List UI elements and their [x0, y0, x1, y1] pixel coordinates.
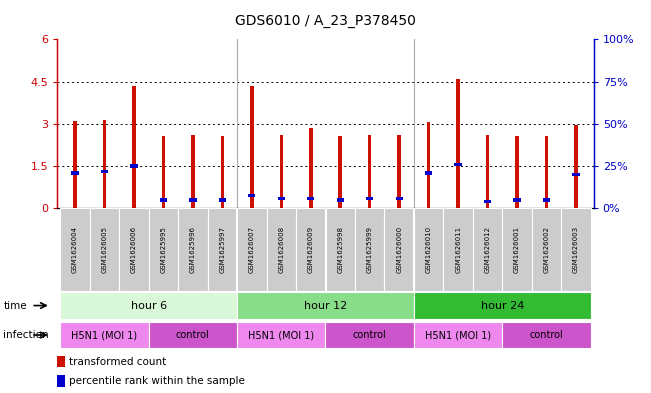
Bar: [514, 198, 521, 202]
Bar: [532, 208, 561, 291]
Bar: [368, 135, 372, 208]
Bar: [73, 121, 77, 208]
Bar: [545, 136, 548, 208]
Text: GSM1626006: GSM1626006: [131, 226, 137, 273]
Bar: [191, 135, 195, 208]
Bar: [572, 173, 579, 176]
Bar: [61, 292, 237, 319]
Bar: [414, 292, 590, 319]
Bar: [337, 198, 344, 202]
Text: control: control: [176, 330, 210, 340]
Text: GSM1626007: GSM1626007: [249, 226, 255, 273]
Text: transformed count: transformed count: [68, 356, 166, 367]
Bar: [103, 119, 106, 208]
Bar: [414, 208, 443, 291]
Text: GSM1625999: GSM1625999: [367, 226, 373, 273]
Text: GSM1625998: GSM1625998: [337, 226, 343, 273]
Bar: [61, 208, 90, 291]
Bar: [250, 86, 254, 208]
Bar: [61, 322, 148, 348]
Bar: [456, 79, 460, 208]
Bar: [178, 208, 208, 291]
Text: H5N1 (MOI 1): H5N1 (MOI 1): [72, 330, 137, 340]
Bar: [396, 197, 403, 200]
Text: infection: infection: [3, 330, 49, 340]
Text: GSM1625995: GSM1625995: [160, 226, 167, 273]
Bar: [148, 322, 237, 348]
Bar: [57, 356, 65, 367]
Bar: [159, 198, 167, 202]
Bar: [266, 208, 296, 291]
Text: GSM1626011: GSM1626011: [455, 226, 461, 273]
Text: GSM1626003: GSM1626003: [573, 226, 579, 273]
Bar: [366, 197, 374, 200]
Bar: [414, 322, 503, 348]
Bar: [309, 128, 312, 208]
Bar: [307, 197, 314, 200]
Bar: [237, 292, 414, 319]
Bar: [543, 198, 550, 202]
Text: GSM1626010: GSM1626010: [426, 226, 432, 273]
Bar: [326, 322, 414, 348]
Bar: [443, 208, 473, 291]
Bar: [397, 135, 401, 208]
Bar: [130, 164, 137, 168]
Bar: [574, 125, 578, 208]
Text: GSM1625996: GSM1625996: [190, 226, 196, 273]
Text: hour 12: hour 12: [304, 301, 347, 310]
Text: GSM1625997: GSM1625997: [219, 226, 225, 273]
Bar: [355, 208, 385, 291]
Text: hour 6: hour 6: [131, 301, 167, 310]
Bar: [425, 171, 432, 175]
Bar: [427, 122, 430, 208]
Text: control: control: [530, 330, 563, 340]
Bar: [296, 208, 326, 291]
Text: GSM1626005: GSM1626005: [102, 226, 107, 273]
Bar: [454, 163, 462, 166]
Bar: [148, 208, 178, 291]
Text: control: control: [353, 330, 387, 340]
Bar: [473, 208, 503, 291]
Bar: [237, 208, 266, 291]
Bar: [161, 136, 165, 208]
Bar: [503, 208, 532, 291]
Bar: [101, 170, 108, 173]
Bar: [339, 136, 342, 208]
Bar: [326, 208, 355, 291]
Bar: [119, 208, 148, 291]
Text: H5N1 (MOI 1): H5N1 (MOI 1): [425, 330, 492, 340]
Bar: [221, 136, 224, 208]
Text: GSM1626001: GSM1626001: [514, 226, 520, 273]
Bar: [484, 200, 492, 203]
Bar: [72, 171, 79, 175]
Text: time: time: [3, 301, 27, 310]
Bar: [132, 86, 135, 208]
Text: GSM1626004: GSM1626004: [72, 226, 78, 273]
Text: hour 24: hour 24: [480, 301, 524, 310]
Bar: [516, 136, 519, 208]
Bar: [57, 375, 65, 387]
Bar: [189, 198, 197, 202]
Bar: [486, 135, 490, 208]
Text: GSM1626000: GSM1626000: [396, 226, 402, 273]
Bar: [237, 322, 326, 348]
Text: GSM1626009: GSM1626009: [308, 226, 314, 273]
Text: GSM1626008: GSM1626008: [278, 226, 284, 273]
Bar: [503, 322, 590, 348]
Text: GDS6010 / A_23_P378450: GDS6010 / A_23_P378450: [235, 13, 416, 28]
Bar: [90, 208, 119, 291]
Bar: [208, 208, 237, 291]
Bar: [385, 208, 414, 291]
Bar: [219, 198, 226, 202]
Text: GSM1626012: GSM1626012: [484, 226, 491, 273]
Text: H5N1 (MOI 1): H5N1 (MOI 1): [248, 330, 314, 340]
Bar: [277, 197, 285, 200]
Text: GSM1626002: GSM1626002: [544, 226, 549, 273]
Bar: [561, 208, 590, 291]
Bar: [248, 194, 255, 197]
Text: percentile rank within the sample: percentile rank within the sample: [68, 376, 244, 386]
Bar: [279, 135, 283, 208]
